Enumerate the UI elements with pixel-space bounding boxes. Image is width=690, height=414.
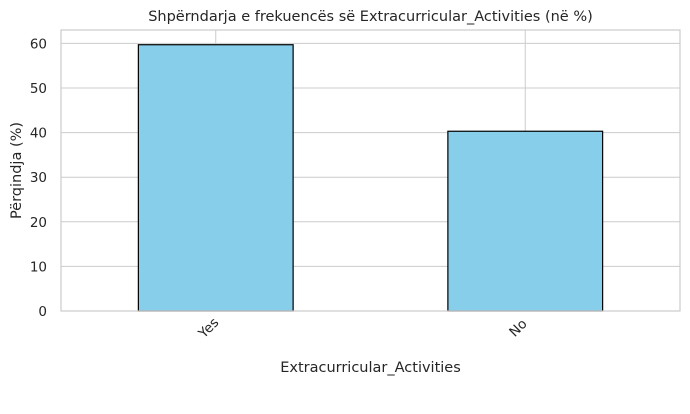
x-axis-label: Extracurricular_Activities [280, 360, 461, 376]
bar-no [447, 130, 604, 312]
y-tick-label: 60 [30, 36, 47, 52]
bar-yes [137, 44, 294, 312]
y-tick-label: 50 [30, 81, 47, 97]
y-tick-label: 20 [30, 215, 47, 231]
y-tick-label: 0 [38, 304, 47, 320]
y-tick-label: 30 [30, 170, 47, 186]
y-tick-label: 40 [30, 126, 47, 142]
bars [137, 44, 604, 312]
y-tick-label: 10 [30, 259, 47, 275]
chart-title: Shpërndarja e frekuencës së Extracurricu… [148, 9, 593, 25]
plot-frame [60, 29, 681, 312]
y-axis-label: Përqindja (%) [9, 122, 25, 219]
